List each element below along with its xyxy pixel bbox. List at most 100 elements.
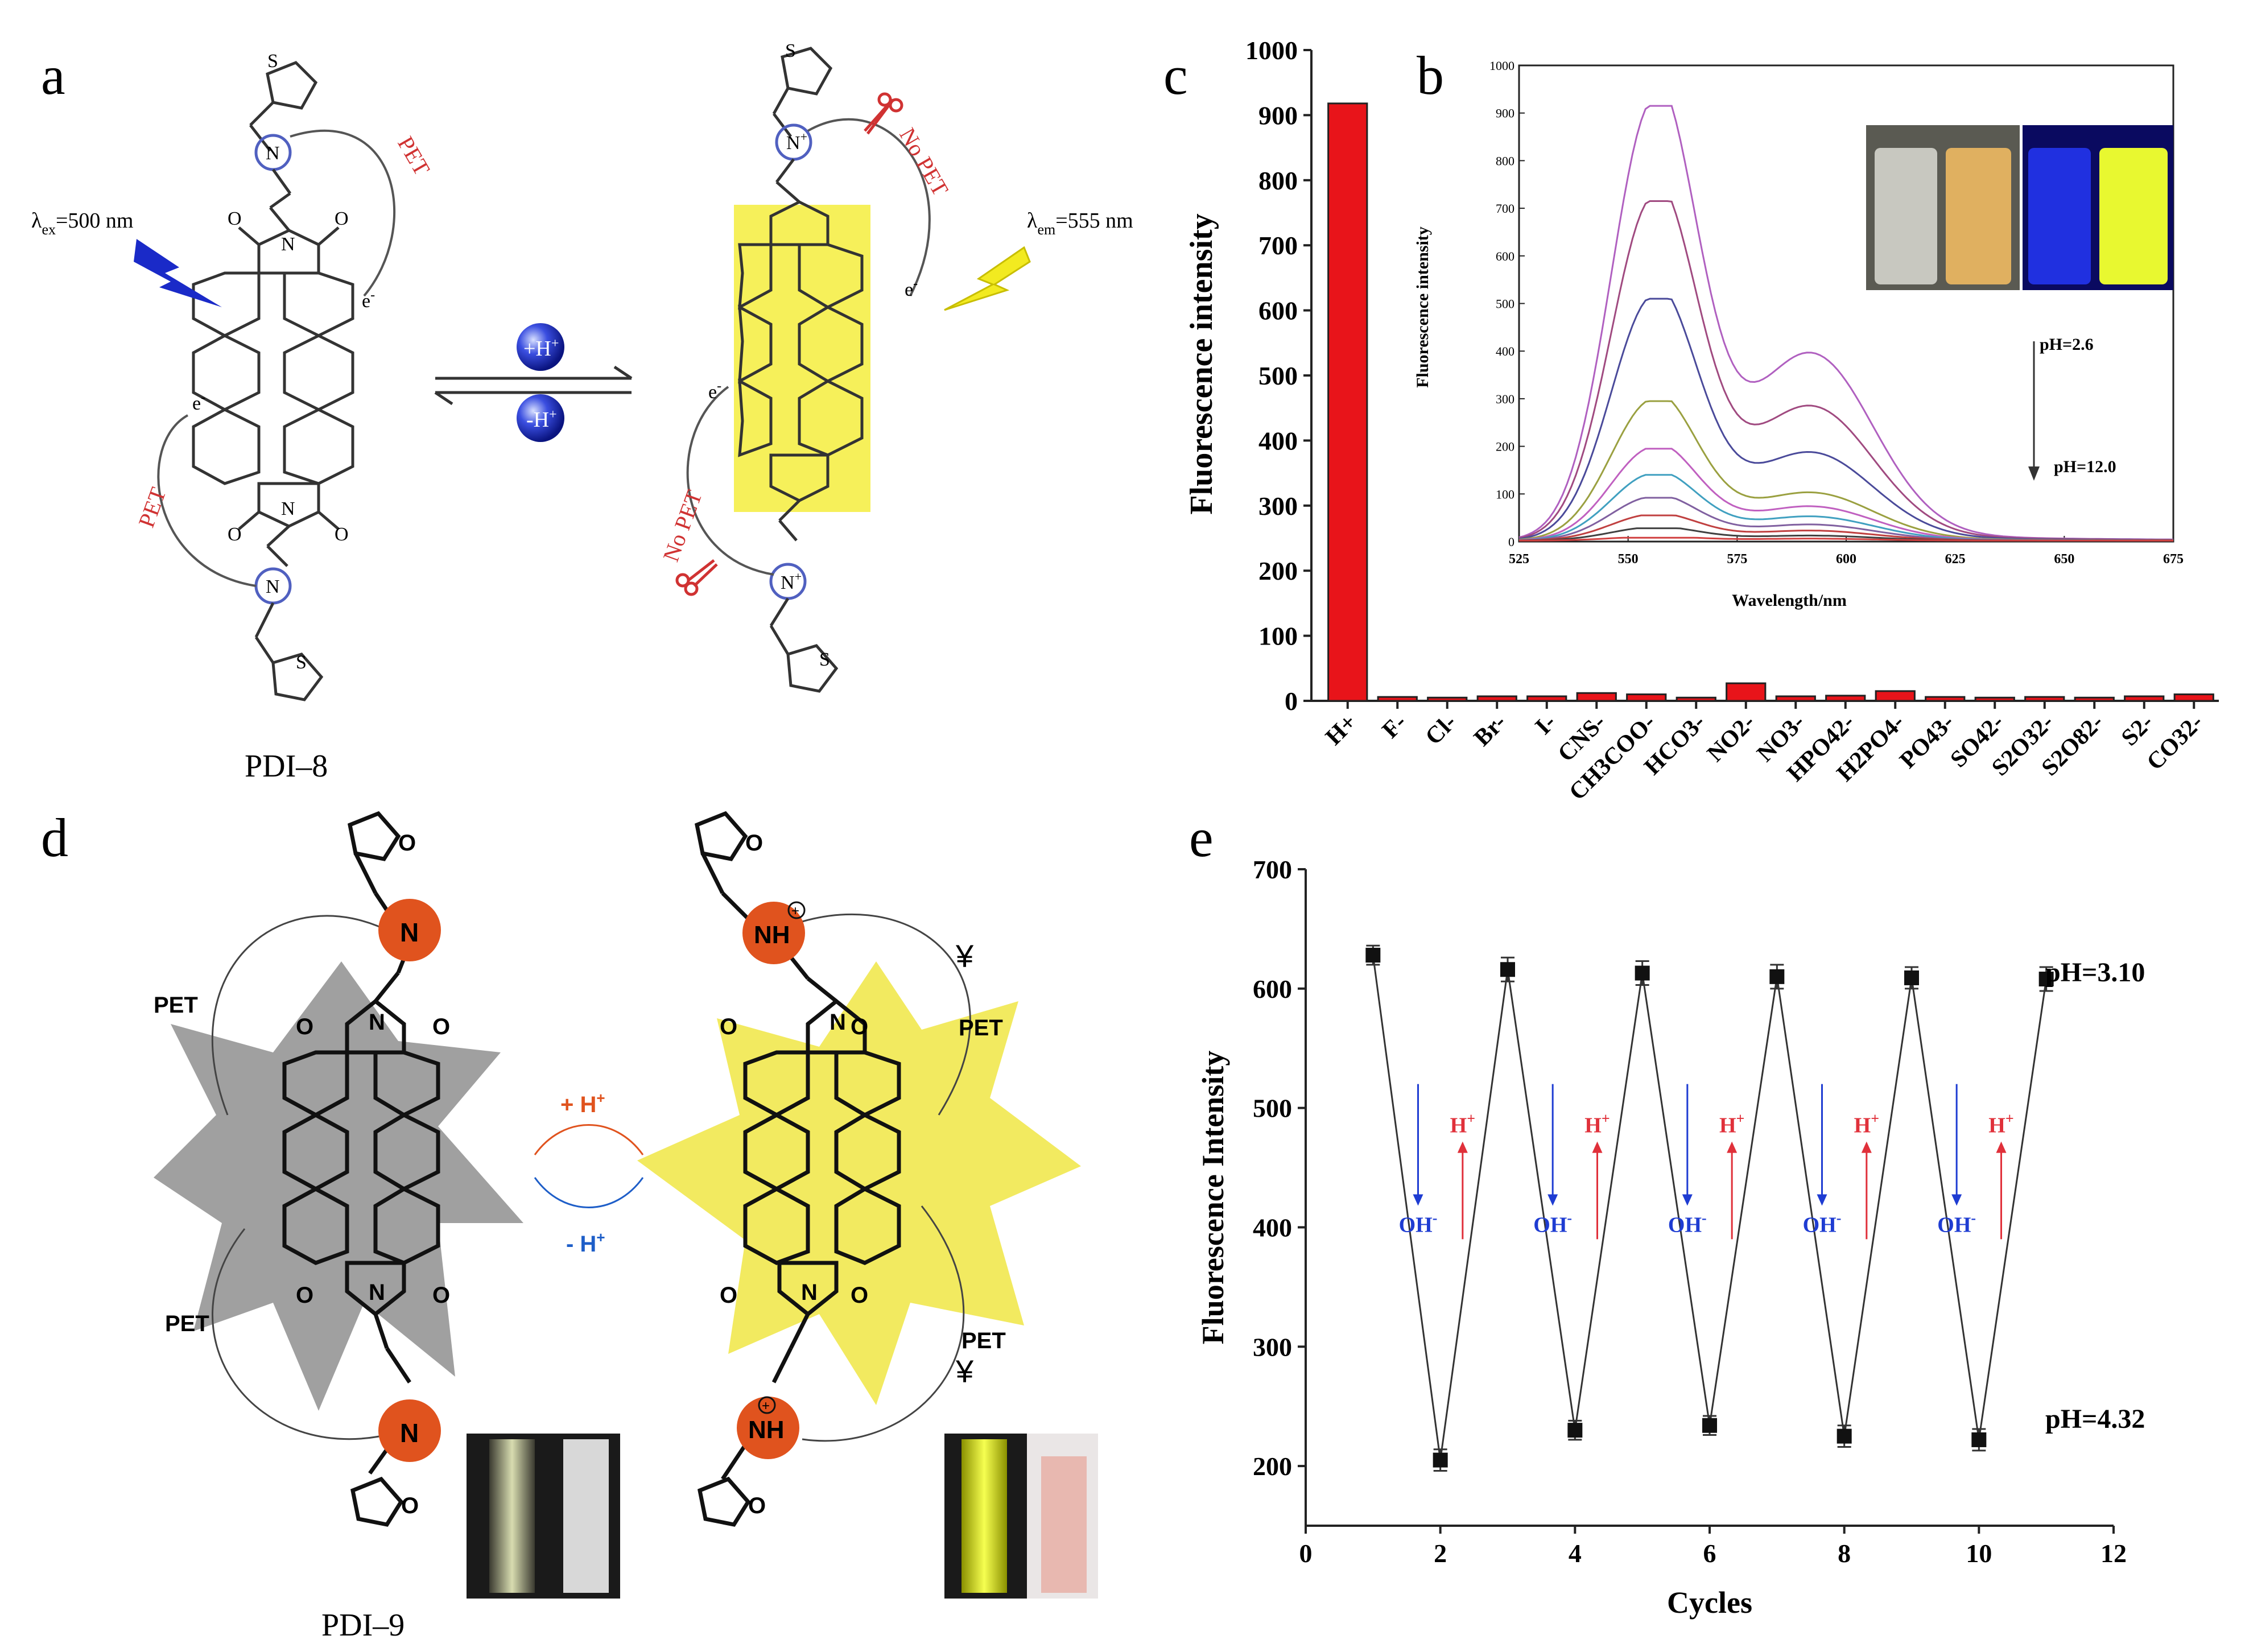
chart-b-ytick-label: 300 xyxy=(1496,392,1514,406)
furan-top-left xyxy=(347,811,401,861)
chart-e-ytick-label: 700 xyxy=(1253,855,1292,884)
panel-d: d N N O O xyxy=(41,807,1098,1643)
nitrogen-bottom-left: N xyxy=(266,576,280,597)
furan-bottom-right xyxy=(697,1476,751,1527)
o-d-2: O xyxy=(432,1014,450,1039)
o-furan-4: O xyxy=(748,1493,766,1518)
o-d-8: O xyxy=(851,1283,868,1308)
d-pet-arc-bottom xyxy=(212,1228,393,1440)
chart-e-oh-arrowhead xyxy=(1413,1194,1423,1206)
d-forward-arc xyxy=(534,1124,644,1155)
chart-c-ytick-label: 200 xyxy=(1258,556,1298,585)
chart-e-xtick-label: 12 xyxy=(2100,1539,2127,1568)
chart-b-xtick-label: 600 xyxy=(1836,552,1856,567)
chart-c-bar xyxy=(1626,693,1667,702)
electron-label-3: e- xyxy=(905,276,918,300)
d-core-r5 xyxy=(743,1187,810,1265)
chart-c-xtick-label: Cl- xyxy=(1421,709,1462,750)
chart-e-h-label: H+ xyxy=(1450,1110,1475,1138)
chart-b-ytick-label: 600 xyxy=(1496,249,1514,263)
sulfur-bottom-left: S xyxy=(296,652,307,673)
chart-c-bar xyxy=(1775,695,1816,702)
chart-e-point xyxy=(1837,1428,1852,1444)
d-pet-label-2: PET xyxy=(165,1311,209,1336)
o-furan-3: O xyxy=(745,831,763,856)
chart-c-ytick-label: 100 xyxy=(1258,622,1298,651)
chart-e-xtick-label: 0 xyxy=(1299,1539,1313,1568)
imide-bottom xyxy=(257,482,320,528)
o-d-6: O xyxy=(851,1014,868,1039)
electron-label-4: e- xyxy=(708,379,721,403)
d-vial-photo-left xyxy=(467,1434,620,1599)
nitrogen-top-left: N xyxy=(266,143,280,164)
chart-c-bar xyxy=(1875,690,1916,702)
nitrogen-top-right: N+ xyxy=(786,130,807,154)
chart-b-ytick-label: 900 xyxy=(1496,106,1514,121)
pet-label-top: PET xyxy=(393,132,435,180)
imide-d-top-right xyxy=(806,998,867,1055)
chart-c-bar xyxy=(1427,696,1468,702)
chart-c-xtick-label: F- xyxy=(1377,709,1412,744)
oxygen-2: O xyxy=(335,208,349,229)
chart-c-xtick-label: I- xyxy=(1530,709,1561,740)
imide-n-top-left: N xyxy=(281,234,295,255)
chart-b-ytick-label: 700 xyxy=(1496,201,1514,216)
ph-top-label: pH=2.6 xyxy=(2040,335,2094,354)
vial-photo-daylight xyxy=(1866,125,2020,290)
imide-d-bottom-left xyxy=(345,1261,406,1317)
o-furan-1: O xyxy=(398,831,416,856)
chart-e-xlabel: Cycles xyxy=(1667,1585,1752,1620)
vial-photo-uv xyxy=(2023,125,2173,290)
lambda-em-label: λem=555 nm xyxy=(1027,209,1133,238)
chart-e-point xyxy=(1904,970,1919,985)
pdi8-label: PDI–8 xyxy=(245,749,328,784)
chart-b-plot: 0 100 200 300 400 500 600 700 800 900 1000 525 550 57… xyxy=(1489,59,2184,567)
imide-n-bottom-left: N xyxy=(281,498,295,519)
minus-h-ball xyxy=(517,394,564,442)
core-ring-6 xyxy=(283,408,354,485)
chart-e-point xyxy=(1500,962,1515,977)
chart-c-bar xyxy=(1377,696,1418,702)
chart-c-bar xyxy=(2124,695,2165,702)
gray-starburst xyxy=(154,961,523,1411)
chart-e-h-arrowhead xyxy=(1861,1141,1872,1153)
chart-c-bar xyxy=(1925,696,1966,702)
chart-c-ytick-label: 900 xyxy=(1258,101,1298,130)
chart-e-h-arrowhead xyxy=(1996,1141,2007,1153)
core-ring-r1 xyxy=(738,243,773,310)
chart-b-ytick-label: 500 xyxy=(1496,297,1514,311)
core-ring-5 xyxy=(192,408,261,485)
chart-e-oh-label: OH- xyxy=(1399,1209,1438,1237)
chart-e-oh-arrowhead xyxy=(1547,1194,1558,1206)
core-ring-4 xyxy=(283,334,354,411)
chart-e-ytick-label: 300 xyxy=(1253,1332,1292,1361)
chart-e-ytick-label: 500 xyxy=(1253,1094,1292,1123)
d-minus-h-label: - H+ xyxy=(566,1229,605,1257)
thiophene-top xyxy=(266,61,318,110)
sulfur-bottom-right: S xyxy=(819,649,830,670)
scissors-icon-bottom xyxy=(675,559,718,596)
furan-bottom-left xyxy=(350,1476,404,1527)
chart-c-ytick-label: 1000 xyxy=(1245,36,1298,65)
chart-e-h-label: H+ xyxy=(1988,1110,2013,1138)
core-ring-r5 xyxy=(738,378,773,457)
no-pet-arc-top xyxy=(807,118,931,296)
chart-e-h-label: H+ xyxy=(1719,1110,1744,1138)
chart-e-point xyxy=(1971,1432,1987,1447)
yen-mark-top: ¥ xyxy=(955,938,974,974)
chart-b-ytick-label: 200 xyxy=(1496,440,1514,454)
chart-c-xtick-label: Br- xyxy=(1469,709,1511,751)
chart-b-xtick-label: 575 xyxy=(1727,552,1747,567)
chart-e-xtick-label: 6 xyxy=(1703,1539,1716,1568)
chart-b-xtick-label: 625 xyxy=(1945,552,1966,567)
pdi9-protonated-structure xyxy=(694,811,971,1527)
chart-b-xlabel: Wavelength/nm xyxy=(1732,591,1847,610)
lambda-ex-label: λex=500 nm xyxy=(31,209,133,238)
furan-top-right xyxy=(694,811,748,861)
chart-b-series-line xyxy=(1518,497,2173,542)
n-imide-d-1: N xyxy=(369,1010,385,1035)
n-atom-ball-top-left xyxy=(378,899,441,961)
o-d-7: O xyxy=(720,1283,737,1308)
pdi9-label: PDI–9 xyxy=(321,1608,405,1643)
chart-c-xtick-label: PO43- xyxy=(1895,709,1959,774)
